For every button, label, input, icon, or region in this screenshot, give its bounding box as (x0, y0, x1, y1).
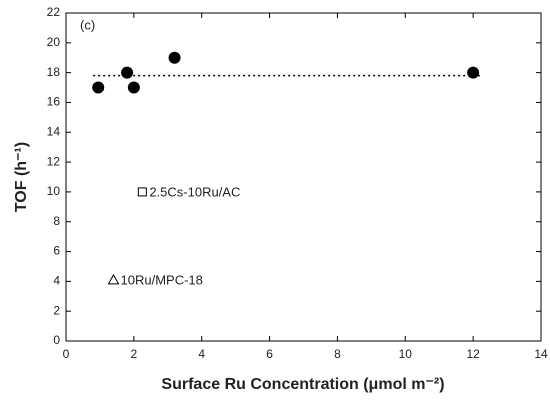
panel-label: (c) (80, 17, 95, 32)
point-label: 2.5Cs-10Ru/AC (149, 184, 240, 199)
point (92, 81, 105, 94)
y-tick-label: 18 (47, 65, 61, 79)
y-tick-label: 10 (47, 184, 61, 198)
y-axis-title: TOF (h⁻¹) (13, 142, 30, 212)
y-tick-label: 16 (47, 95, 61, 109)
y-tick-label: 0 (53, 333, 60, 347)
x-tick-label: 0 (63, 347, 70, 361)
y-tick-label: 4 (53, 274, 60, 288)
x-tick-label: 10 (399, 347, 413, 361)
plot-frame (65, 12, 542, 342)
y-tick-label: 14 (47, 124, 61, 138)
point-label: 10Ru/MPC-18 (121, 272, 203, 287)
y-tick-label: 20 (47, 35, 61, 49)
x-tick-label: 14 (534, 347, 548, 361)
x-tick-label: 4 (198, 347, 205, 361)
point (127, 81, 140, 94)
point (467, 66, 480, 79)
point (121, 66, 134, 79)
x-tick-label: 12 (466, 347, 480, 361)
x-tick-label: 6 (266, 347, 273, 361)
y-tick-label: 8 (53, 214, 60, 228)
point (137, 187, 147, 197)
point (107, 273, 120, 285)
y-tick-label: 2 (53, 303, 60, 317)
y-tick-label: 22 (47, 5, 61, 19)
x-axis-title: Surface Ru Concentration (μmol m⁻²) (161, 376, 444, 393)
y-tick-label: 6 (53, 244, 60, 258)
x-tick-label: 8 (334, 347, 341, 361)
x-tick-label: 2 (131, 347, 138, 361)
point (168, 51, 181, 64)
y-tick-label: 12 (47, 154, 61, 168)
